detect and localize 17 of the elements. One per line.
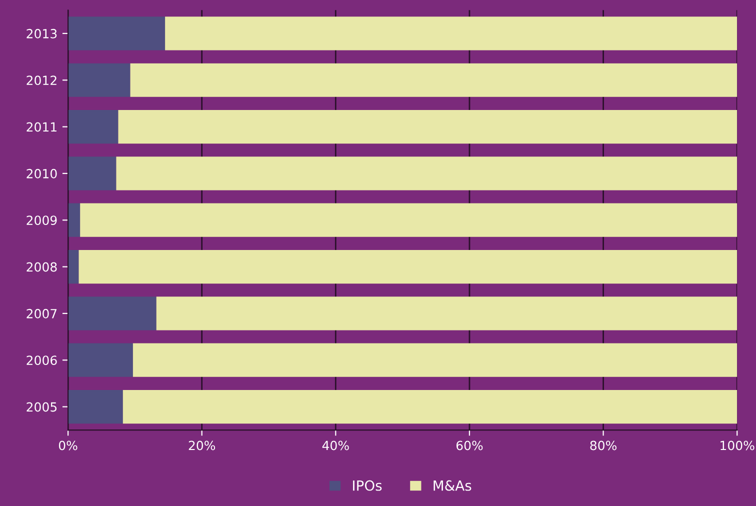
x-tick-label: 0% [58, 440, 78, 450]
x-tick-label: 40% [322, 440, 349, 450]
x-tick-label: 60% [456, 440, 483, 450]
legend-label: M&As [434, 480, 472, 491]
x-tick-label: 100% [720, 440, 754, 450]
y-tick-label: 2009 [26, 216, 57, 226]
y-tick-label: 2012 [26, 76, 56, 86]
y-tick-label: 2008 [26, 262, 57, 272]
y-tick-label: 2007 [26, 308, 57, 318]
y-tick-label: 2005 [26, 402, 57, 412]
y-tick-label: 2010 [26, 168, 57, 178]
legend-label: IPOs [353, 480, 382, 491]
x-tick-label: 20% [188, 440, 216, 450]
y-tick-label: 2011 [26, 122, 56, 132]
x-tick-label: 80% [590, 440, 616, 450]
y-tick-label: 2013 [26, 28, 57, 38]
y-tick-label: 2006 [26, 356, 57, 366]
